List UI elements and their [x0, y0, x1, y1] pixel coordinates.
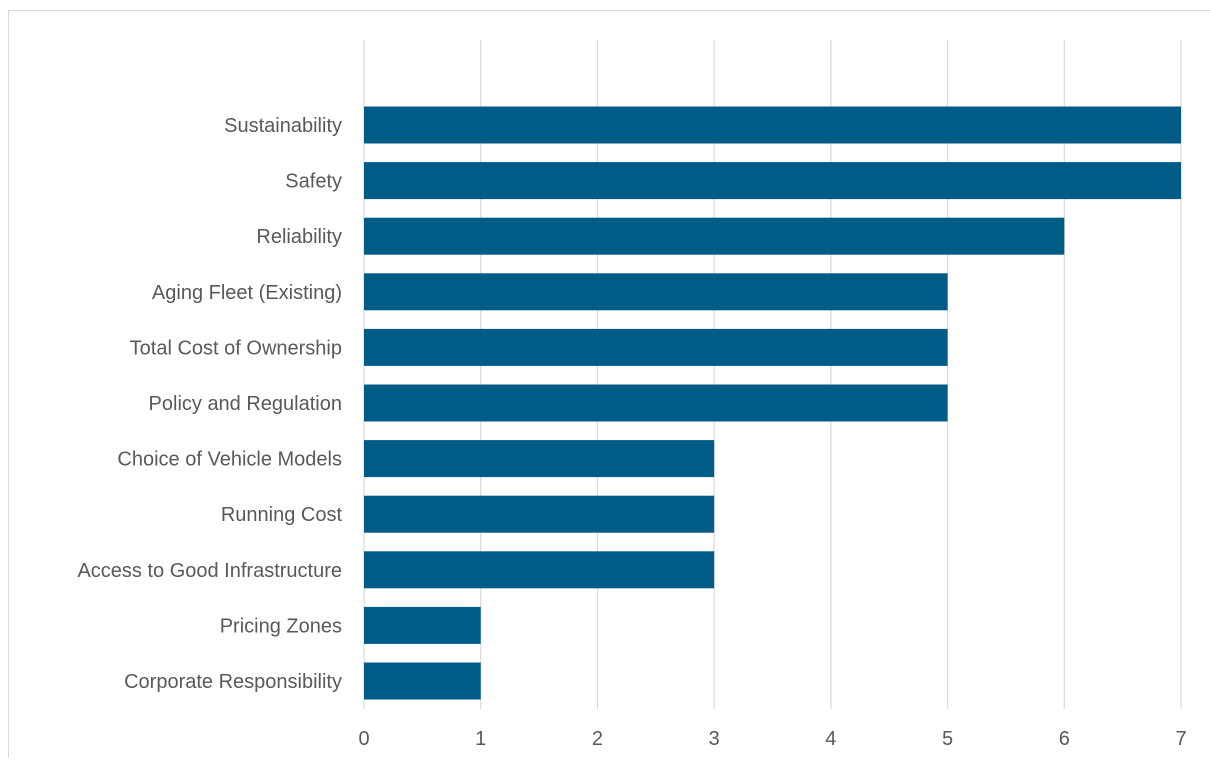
category-label: Access to Good Infrastructure	[77, 560, 342, 582]
category-label: Safety	[285, 171, 342, 193]
x-tick-label: 5	[942, 728, 953, 750]
bar	[364, 551, 715, 589]
x-tick-label: 2	[592, 728, 603, 750]
bar	[364, 662, 481, 700]
bar	[364, 162, 1181, 200]
gridlines	[363, 40, 1182, 709]
bar	[364, 106, 1181, 144]
x-tick-label: 6	[1059, 728, 1070, 750]
bar	[364, 495, 715, 533]
category-label: Pricing Zones	[220, 615, 342, 637]
category-label: Aging Fleet (Existing)	[152, 282, 342, 304]
category-label: Sustainability	[224, 115, 342, 137]
x-tick-label: 4	[825, 728, 836, 750]
bar	[364, 606, 481, 644]
bar	[364, 440, 715, 478]
category-label: Running Cost	[221, 504, 343, 526]
category-label: Total Cost of Ownership	[130, 337, 342, 359]
bar	[364, 217, 1065, 255]
x-tick-labels: 0 1 2 3 4 5 6 7	[358, 728, 1186, 750]
bar	[364, 273, 948, 311]
category-label: Policy and Regulation	[149, 393, 342, 415]
category-label: Reliability	[256, 226, 342, 248]
bar	[364, 328, 948, 366]
bar	[364, 384, 948, 422]
category-labels: Sustainability Safety Reliability Aging Fle…	[77, 115, 342, 693]
x-tick-label: 1	[475, 728, 486, 750]
category-label: Choice of Vehicle Models	[117, 449, 342, 471]
category-label: Corporate Responsibility	[124, 671, 342, 693]
x-tick-label: 7	[1175, 728, 1186, 750]
x-tick-label: 3	[709, 728, 720, 750]
bars	[364, 106, 1181, 700]
x-tick-label: 0	[358, 728, 369, 750]
